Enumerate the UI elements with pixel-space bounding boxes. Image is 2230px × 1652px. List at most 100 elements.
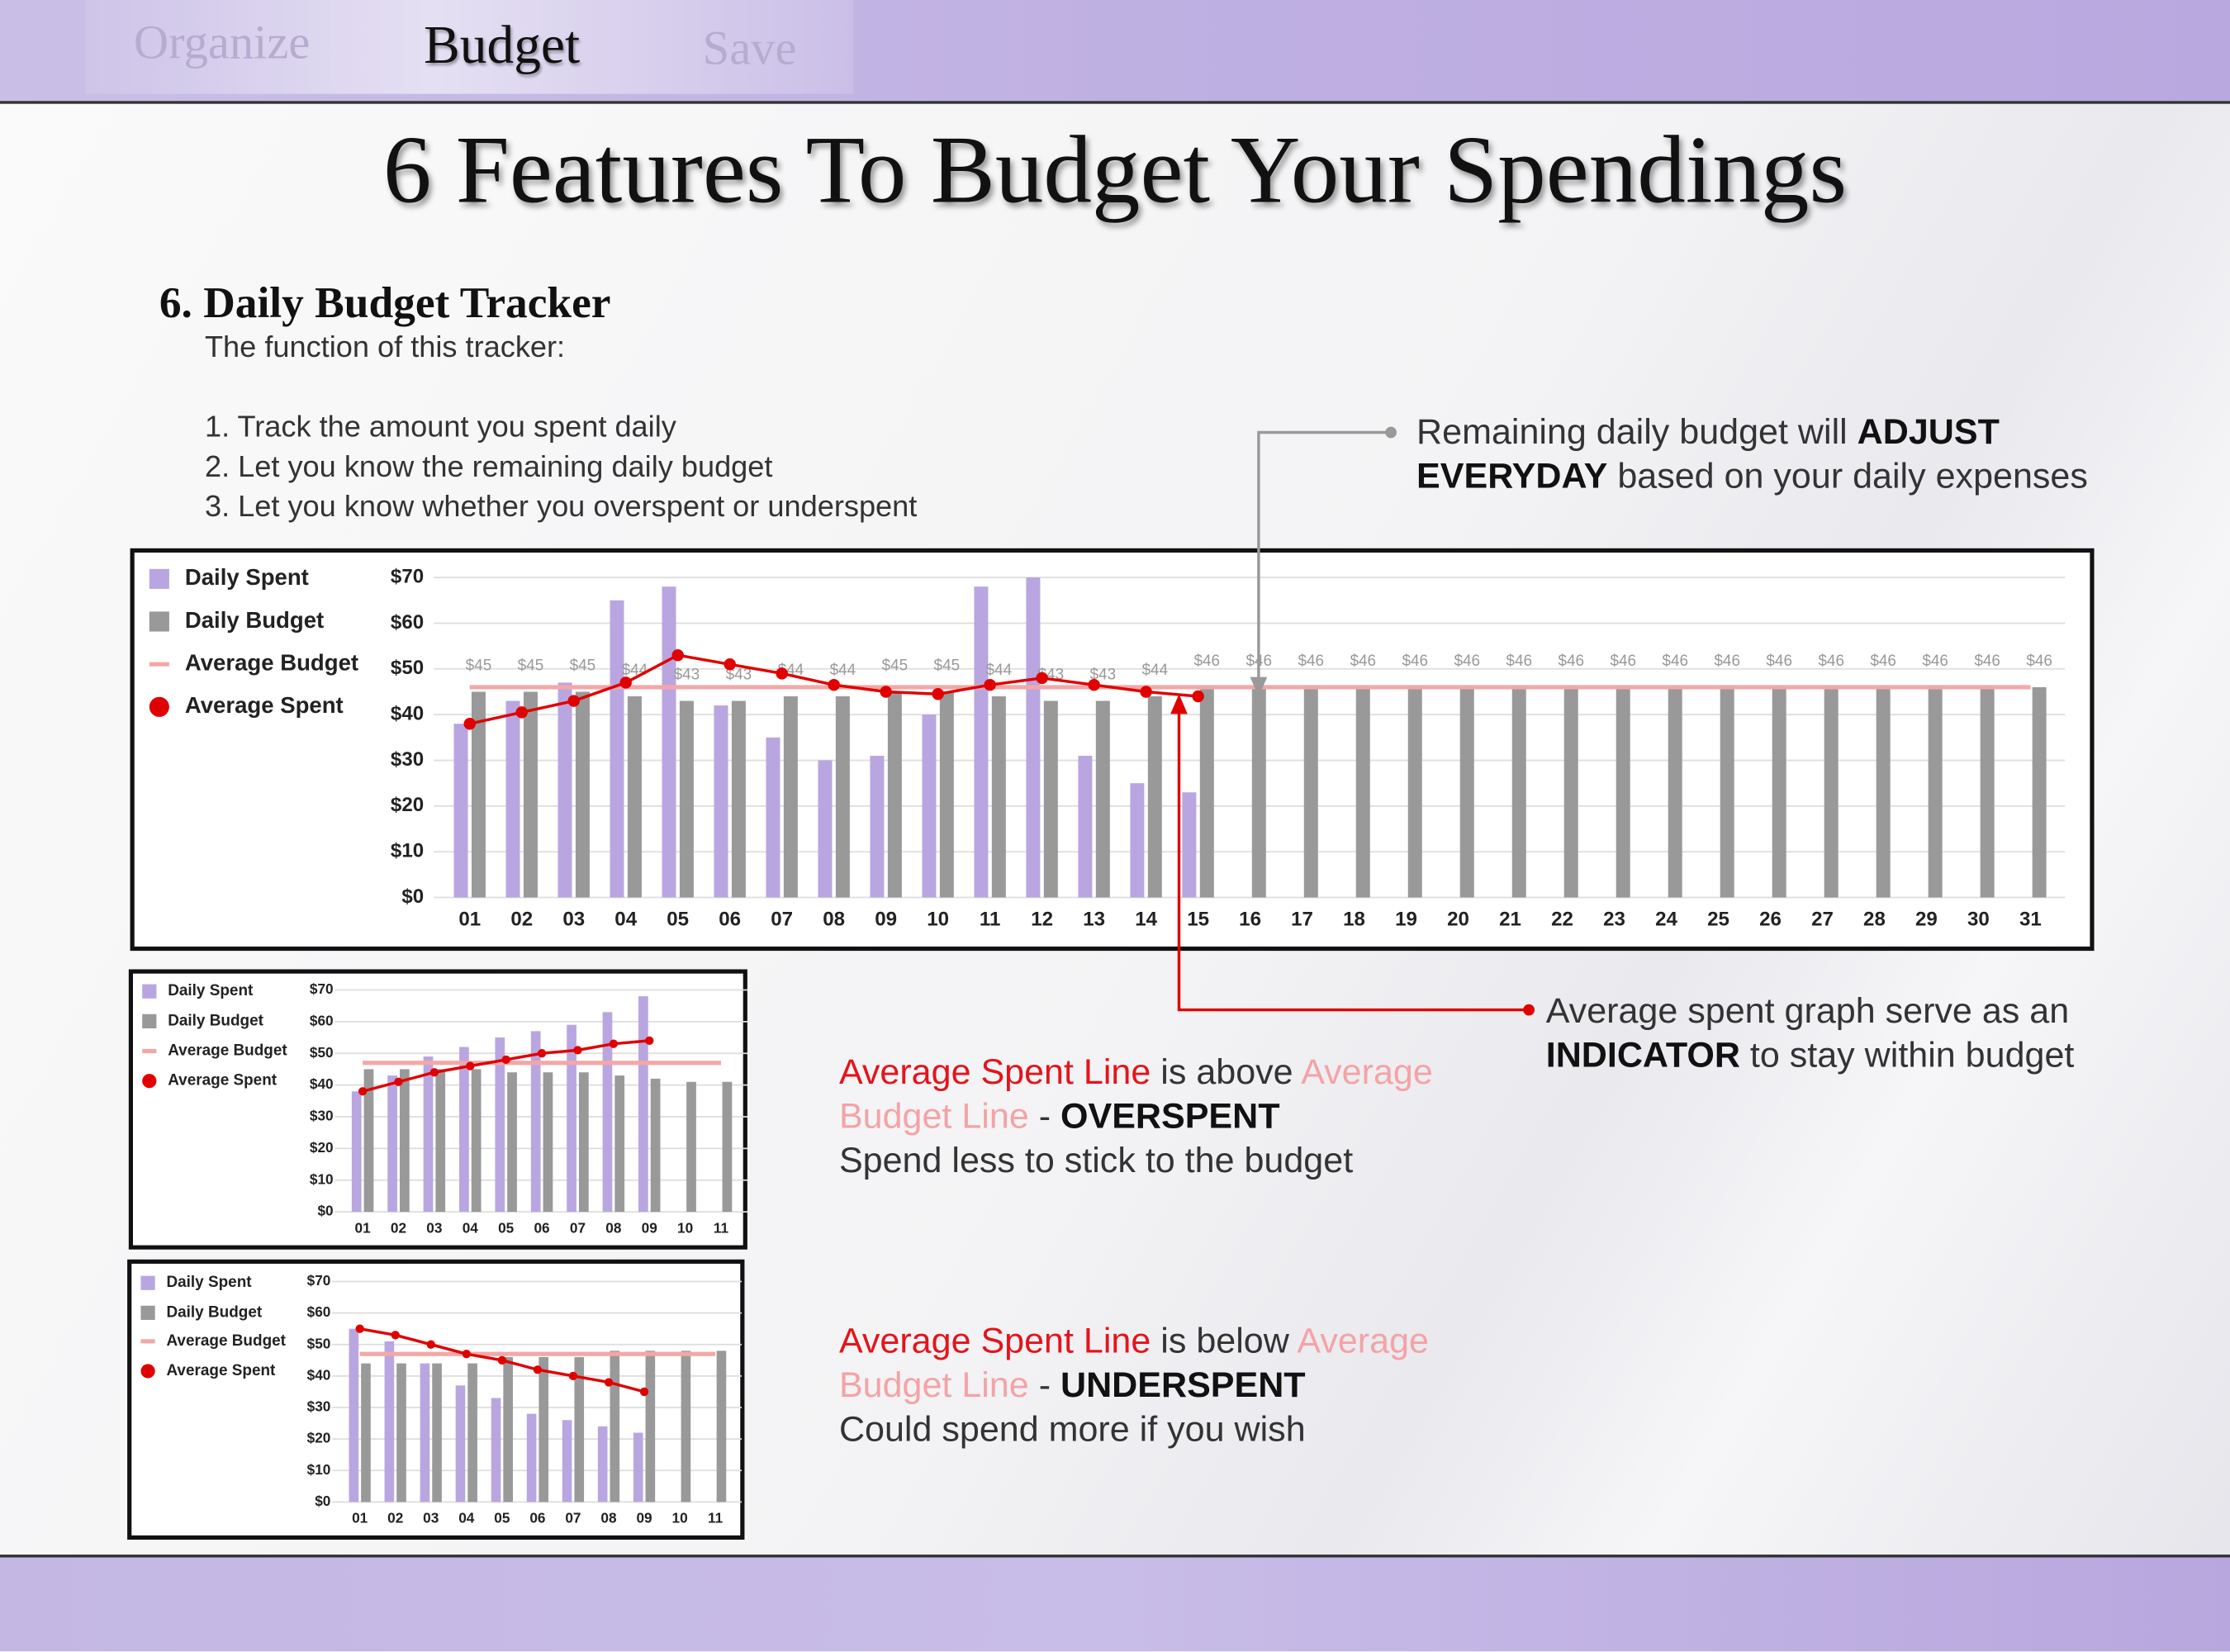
y-tick-label: $70: [391, 565, 424, 587]
point: [568, 1371, 578, 1381]
bar: [1355, 686, 1370, 898]
list-item: 1. Track the amount you spent daily: [204, 411, 676, 444]
y-tick-label: $20: [391, 794, 424, 816]
emphasis: UNDERSPENT: [1060, 1365, 1306, 1406]
point: [573, 1046, 582, 1055]
x-tick-label: 07: [771, 908, 793, 930]
x-tick-label: 08: [823, 908, 845, 930]
chart-frame: [130, 548, 2095, 952]
point: [567, 695, 580, 707]
list-item: 2. Let you know the remaining daily budg…: [204, 450, 773, 484]
bar: [974, 586, 989, 898]
point: [394, 1077, 403, 1086]
x-tick-label: 16: [1239, 908, 1261, 930]
tab[interactable]: Organize: [133, 17, 311, 70]
point: [1088, 678, 1100, 691]
point: [426, 1340, 435, 1349]
tab-active[interactable]: Budget: [424, 15, 581, 76]
bar: [1043, 700, 1058, 898]
x-tick-label: 31: [2019, 908, 2042, 930]
y-tick-label: $50: [391, 657, 424, 679]
bar: [1928, 686, 1943, 898]
text: Spend less to stick to the budget: [838, 1140, 1354, 1181]
bar: [423, 1056, 434, 1213]
text: -: [1028, 1096, 1061, 1137]
value-label: $46: [1610, 653, 1636, 670]
bar: [1876, 686, 1891, 898]
bar: [507, 1072, 517, 1213]
value-label: $46: [1454, 653, 1480, 670]
bar: [467, 1363, 477, 1502]
text: to stay within budget: [1739, 1035, 2075, 1075]
y-tick-label: $50: [310, 1044, 334, 1061]
bar: [939, 691, 954, 898]
value-label: $44: [986, 662, 1013, 679]
nav-bar: Organize Budget Save: [0, 0, 2230, 104]
bar: [420, 1363, 430, 1502]
x-tick-label: 10: [927, 908, 949, 930]
bar: [578, 1072, 589, 1213]
bar: [1720, 686, 1734, 898]
x-tick-label: 05: [494, 1510, 510, 1526]
point: [501, 1055, 510, 1065]
legend-swatch: [140, 1364, 155, 1379]
note-overspent: Average Spent Line is above Average Budg…: [839, 1051, 1465, 1184]
y-tick-label: $60: [310, 1012, 334, 1028]
value-label: $46: [1245, 653, 1272, 670]
intro: The function of this tracker:: [204, 331, 566, 364]
x-tick-label: 17: [1291, 908, 1313, 930]
legend-label: Daily Budget: [185, 607, 324, 633]
x-tick-label: 05: [498, 1219, 515, 1236]
value-label: $43: [726, 667, 752, 684]
bar: [1772, 686, 1786, 898]
bar: [503, 1356, 513, 1502]
y-tick-label: $20: [307, 1430, 331, 1446]
x-tick-label: 28: [1863, 908, 1886, 930]
text: Average spent graph serve as an: [1545, 991, 2070, 1032]
x-tick-label: 07: [570, 1219, 586, 1236]
bar: [432, 1363, 442, 1502]
bar: [1251, 686, 1266, 898]
tab-strip: [85, 0, 854, 94]
x-tick-label: 09: [875, 908, 897, 930]
bar: [1095, 700, 1110, 898]
bar: [766, 737, 780, 898]
tab[interactable]: Save: [702, 22, 797, 76]
bar: [1147, 696, 1162, 898]
x-tick-label: 24: [1655, 908, 1677, 930]
y-tick-label: $60: [307, 1303, 331, 1320]
x-tick-label: 01: [352, 1510, 368, 1526]
bar: [387, 1075, 397, 1213]
x-tick-label: 08: [600, 1510, 617, 1526]
value-label: $46: [1818, 653, 1844, 670]
point: [358, 1087, 368, 1096]
text: Remaining daily budget will: [1416, 412, 1858, 453]
y-tick-label: $30: [310, 1108, 334, 1124]
bar: [681, 1351, 691, 1502]
x-tick-label: 06: [529, 1510, 545, 1526]
page-title: 6 Features To Budget Your Spendings: [382, 115, 1848, 224]
footer-bar: [0, 1555, 2230, 1652]
bar: [2032, 686, 2047, 898]
bar: [574, 1356, 585, 1502]
value-label: $46: [1350, 653, 1376, 670]
bar: [453, 724, 468, 898]
legend-label: Average Spent: [185, 692, 344, 718]
legend-label: Daily Budget: [168, 1012, 263, 1029]
bar: [627, 696, 642, 898]
x-tick-label: 02: [387, 1510, 403, 1526]
x-tick-label: 04: [458, 1510, 475, 1526]
legend-swatch: [142, 1014, 157, 1028]
y-tick-label: $30: [391, 748, 424, 771]
y-tick-label: $10: [310, 1170, 334, 1187]
value-label: $46: [1870, 653, 1896, 670]
legend-swatch: [142, 1074, 157, 1089]
value-label: $44: [830, 662, 856, 679]
point: [645, 1036, 654, 1046]
x-tick-label: 13: [1083, 908, 1105, 930]
y-tick-label: $20: [310, 1139, 334, 1156]
x-tick-label: 05: [667, 908, 689, 930]
bar: [1199, 686, 1214, 898]
text: based on your daily expenses: [1607, 456, 2088, 496]
x-tick-label: 01: [458, 908, 481, 930]
